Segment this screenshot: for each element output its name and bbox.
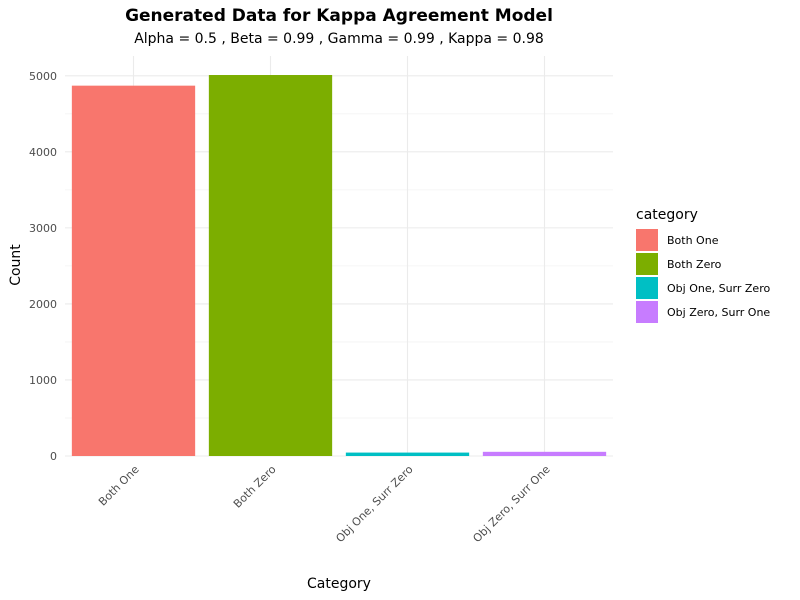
x-axis-ticks: Both One Both Zero Obj One, Surr Zero Obj Z… <box>96 463 553 545</box>
legend-label: Both Zero <box>667 258 722 271</box>
y-tick-label: 3000 <box>29 222 57 235</box>
legend-label: Obj One, Surr Zero <box>667 282 770 295</box>
x-tick-label: Obj Zero, Surr One <box>470 463 552 545</box>
x-tick-label: Both Zero <box>231 463 279 511</box>
legend-label: Both One <box>667 234 719 247</box>
legend-label: Obj Zero, Surr One <box>667 306 770 319</box>
legend-key <box>636 253 658 275</box>
x-tick-label: Both One <box>96 463 142 509</box>
legend-key <box>636 301 658 323</box>
legend-title: category <box>636 207 698 223</box>
y-axis-title: Count <box>8 244 24 286</box>
bar-obj-zero-surr-one: Obj Zero, Surr One: 55 <box>482 451 607 456</box>
y-tick-label: 2000 <box>29 298 57 311</box>
legend: category Both One Both Zero Obj One, Surr … <box>636 207 770 323</box>
chart-subtitle: Alpha = 0.5 , Beta = 0.99 , Gamma = 0.99… <box>134 31 544 47</box>
bar-both-one: Both One: 4870 <box>71 85 196 457</box>
y-axis-ticks: 0 1000 2000 3000 4000 5000 <box>29 70 57 463</box>
bar-obj-one-surr-zero: Obj One, Surr Zero: 45 <box>345 452 470 456</box>
y-tick-label: 1000 <box>29 374 57 387</box>
legend-key <box>636 277 658 299</box>
bars: Both One: 4870Both Zero: 5010 Obj One, Su… <box>71 75 607 457</box>
chart-title: Generated Data for Kappa Agreement Model <box>125 6 553 26</box>
x-axis-title: Category <box>307 576 371 592</box>
bar-both-zero: Both Zero: 5010 <box>208 75 333 456</box>
y-tick-label: 0 <box>50 450 57 463</box>
y-tick-label: 5000 <box>29 70 57 83</box>
y-tick-label: 4000 <box>29 146 57 159</box>
legend-key <box>636 229 658 251</box>
x-tick-label: Obj One, Surr Zero <box>333 463 415 545</box>
